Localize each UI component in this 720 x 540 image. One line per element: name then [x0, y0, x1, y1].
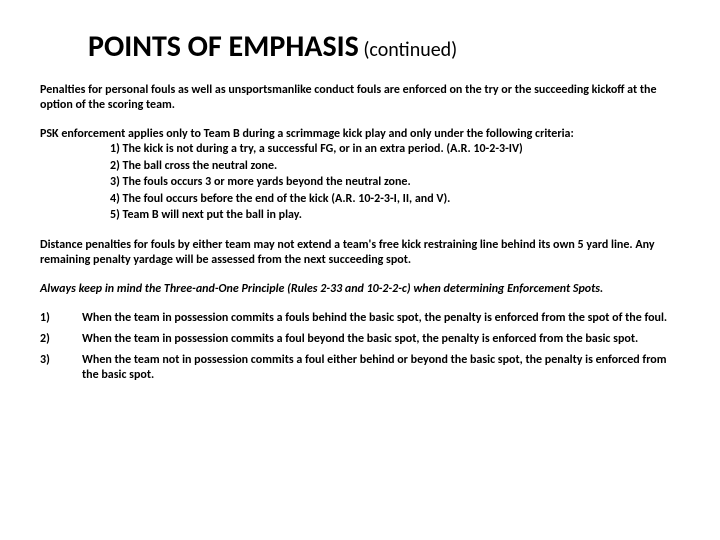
paragraph-distance-penalties: Distance penalties for fouls by either t…: [40, 238, 680, 268]
psk-criteria-5: 5) Team B will next put the ball in play…: [110, 208, 680, 224]
title-continued: (continued): [359, 38, 457, 62]
psk-criteria-2: 2) The ball cross the neutral zone.: [110, 159, 680, 175]
paragraph-penalties: Penalties for personal fouls as well as …: [40, 83, 680, 113]
paragraph-three-and-one: Always keep in mind the Three-and-One Pr…: [40, 282, 680, 297]
psk-criteria-3: 3) The fouls occurs 3 or more yards beyo…: [110, 175, 680, 191]
rule-item-2: 2) When the team in possession commits a…: [40, 332, 680, 347]
rule-number: 1): [40, 311, 82, 326]
rule-text: When the team in possession commits a fo…: [82, 332, 680, 347]
psk-intro: PSK enforcement applies only to Team B d…: [40, 127, 680, 142]
slide-title: POINTS OF EMPHASIS (continued): [40, 28, 680, 65]
rule-item-1: 1) When the team in possession commits a…: [40, 311, 680, 326]
rule-item-3: 3) When the team not in possession commi…: [40, 353, 680, 383]
psk-criteria-1: 1) The kick is not during a try, a succe…: [110, 142, 680, 158]
title-main: POINTS OF EMPHASIS: [88, 28, 359, 65]
rule-number: 3): [40, 353, 82, 383]
psk-criteria-4: 4) The foul occurs before the end of the…: [110, 192, 680, 208]
rule-text: When the team not in possession commits …: [82, 353, 680, 383]
rule-text: When the team in possession commits a fo…: [82, 311, 680, 326]
psk-criteria-list: 1) The kick is not during a try, a succe…: [40, 142, 680, 224]
rule-number: 2): [40, 332, 82, 347]
